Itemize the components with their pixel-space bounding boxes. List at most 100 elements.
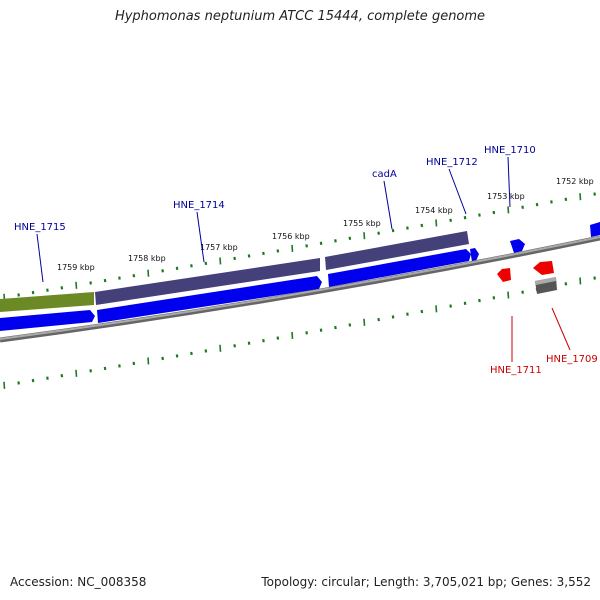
leader-hne-1710 (507, 156, 511, 208)
minor-tick (550, 200, 553, 204)
major-tick (3, 381, 6, 389)
minor-tick (593, 276, 596, 280)
minor-tick (391, 315, 395, 319)
cds-arrow-hne-1712[interactable] (470, 248, 479, 262)
minor-tick (233, 256, 236, 261)
scale-label-1757: 1757 kbp (200, 243, 238, 252)
minor-tick (118, 364, 121, 368)
leader-hne-1712 (448, 168, 467, 215)
gene-label-hne-1712[interactable]: HNE_1712 (426, 157, 478, 168)
scale-label-1753: 1753 kbp (487, 192, 525, 201)
outer-tick-ring (3, 192, 596, 301)
cds-arrow-hne-1711[interactable] (497, 268, 511, 282)
map-title: Hyphomonas neptunium ATCC 15444, complet… (114, 9, 486, 24)
minor-tick (420, 309, 424, 314)
minor-tick (118, 276, 121, 280)
gene-label-hne-1711[interactable]: HNE_1711 (490, 365, 542, 376)
cds-arrow-edge[interactable] (590, 222, 600, 237)
minor-tick (31, 290, 35, 295)
genome-backbone-highlight (0, 236, 600, 340)
minor-tick (478, 298, 481, 303)
gene-label-hne-1715[interactable]: HNE_1715 (14, 222, 66, 233)
minor-tick (492, 210, 496, 215)
gene-label-hne-1709[interactable]: HNE_1709 (546, 354, 598, 365)
major-tick (579, 193, 582, 201)
minor-tick (406, 226, 409, 230)
minor-tick (262, 251, 265, 256)
minor-tick (204, 261, 208, 266)
cog-bar-cada[interactable] (325, 231, 469, 270)
minor-tick (89, 369, 92, 373)
genome-stats-text: Topology: circular; Length: 3,705,021 bp… (261, 575, 591, 589)
minor-tick (247, 254, 251, 258)
major-tick (219, 257, 222, 265)
minor-tick (391, 228, 395, 233)
cds-arrow-cada[interactable] (328, 249, 471, 287)
minor-tick (276, 249, 280, 253)
minor-tick (521, 205, 524, 209)
major-tick (219, 344, 222, 352)
major-tick (147, 269, 150, 277)
major-tick (435, 219, 438, 227)
scale-label-1755: 1755 kbp (343, 219, 381, 228)
leader-hne-1709 (551, 307, 571, 351)
cog-bar-hne-1709-top (535, 277, 556, 285)
minor-tick (17, 293, 20, 297)
minor-tick (535, 202, 539, 207)
major-tick (435, 305, 438, 313)
major-tick (291, 331, 294, 340)
major-tick (75, 369, 78, 377)
minor-tick (319, 328, 323, 332)
minor-tick (564, 282, 568, 286)
scale-label-1759: 1759 kbp (57, 263, 95, 272)
minor-tick (305, 331, 308, 335)
minor-tick (420, 223, 424, 228)
leader-hne-1715 (36, 233, 44, 283)
accession-text: Accession: NC_008358 (10, 575, 147, 589)
minor-tick (377, 317, 380, 322)
minor-tick (175, 354, 179, 358)
minor-tick (103, 366, 107, 371)
cog-bar-hne-1714[interactable] (95, 258, 320, 305)
minor-tick (449, 218, 452, 222)
minor-tick (348, 236, 352, 240)
minor-tick (463, 216, 467, 220)
minor-tick (478, 213, 481, 217)
cds-arrow-hne-1709[interactable] (533, 261, 554, 275)
minor-tick (593, 192, 596, 196)
minor-tick (463, 301, 467, 305)
minor-tick (334, 239, 337, 243)
minor-tick (377, 231, 380, 235)
cds-arrow-hne-1715[interactable] (0, 310, 95, 331)
leader-cada (383, 180, 393, 230)
major-tick (75, 281, 78, 289)
minor-tick (564, 197, 568, 202)
minor-tick (262, 338, 265, 343)
inner-tick-ring (3, 276, 596, 389)
minor-tick (190, 264, 193, 268)
minor-tick (132, 273, 136, 278)
cds-arrow-hne-1714[interactable] (97, 276, 322, 323)
scale-label-1756: 1756 kbp (272, 232, 310, 241)
gene-label-hne-1714[interactable]: HNE_1714 (173, 200, 225, 211)
cds-arrow-hne-1710[interactable] (510, 239, 525, 253)
minor-tick (305, 244, 308, 248)
cog-bar-hne-1715[interactable] (0, 292, 94, 312)
scale-label-1752: 1752 kbp (556, 177, 594, 186)
minor-tick (406, 312, 409, 316)
major-tick (291, 244, 294, 252)
minor-tick (161, 269, 164, 273)
minor-tick (103, 278, 107, 283)
minor-tick (46, 288, 49, 292)
minor-tick (276, 336, 280, 340)
minor-tick (132, 361, 136, 366)
minor-tick (204, 349, 208, 353)
minor-tick (31, 378, 35, 383)
gene-label-hne-1710[interactable]: HNE_1710 (484, 145, 536, 156)
gene-label-cada[interactable]: cadA (372, 169, 397, 180)
minor-tick (60, 374, 64, 378)
minor-tick (348, 323, 352, 327)
minor-tick (319, 241, 323, 246)
major-tick (507, 291, 510, 299)
